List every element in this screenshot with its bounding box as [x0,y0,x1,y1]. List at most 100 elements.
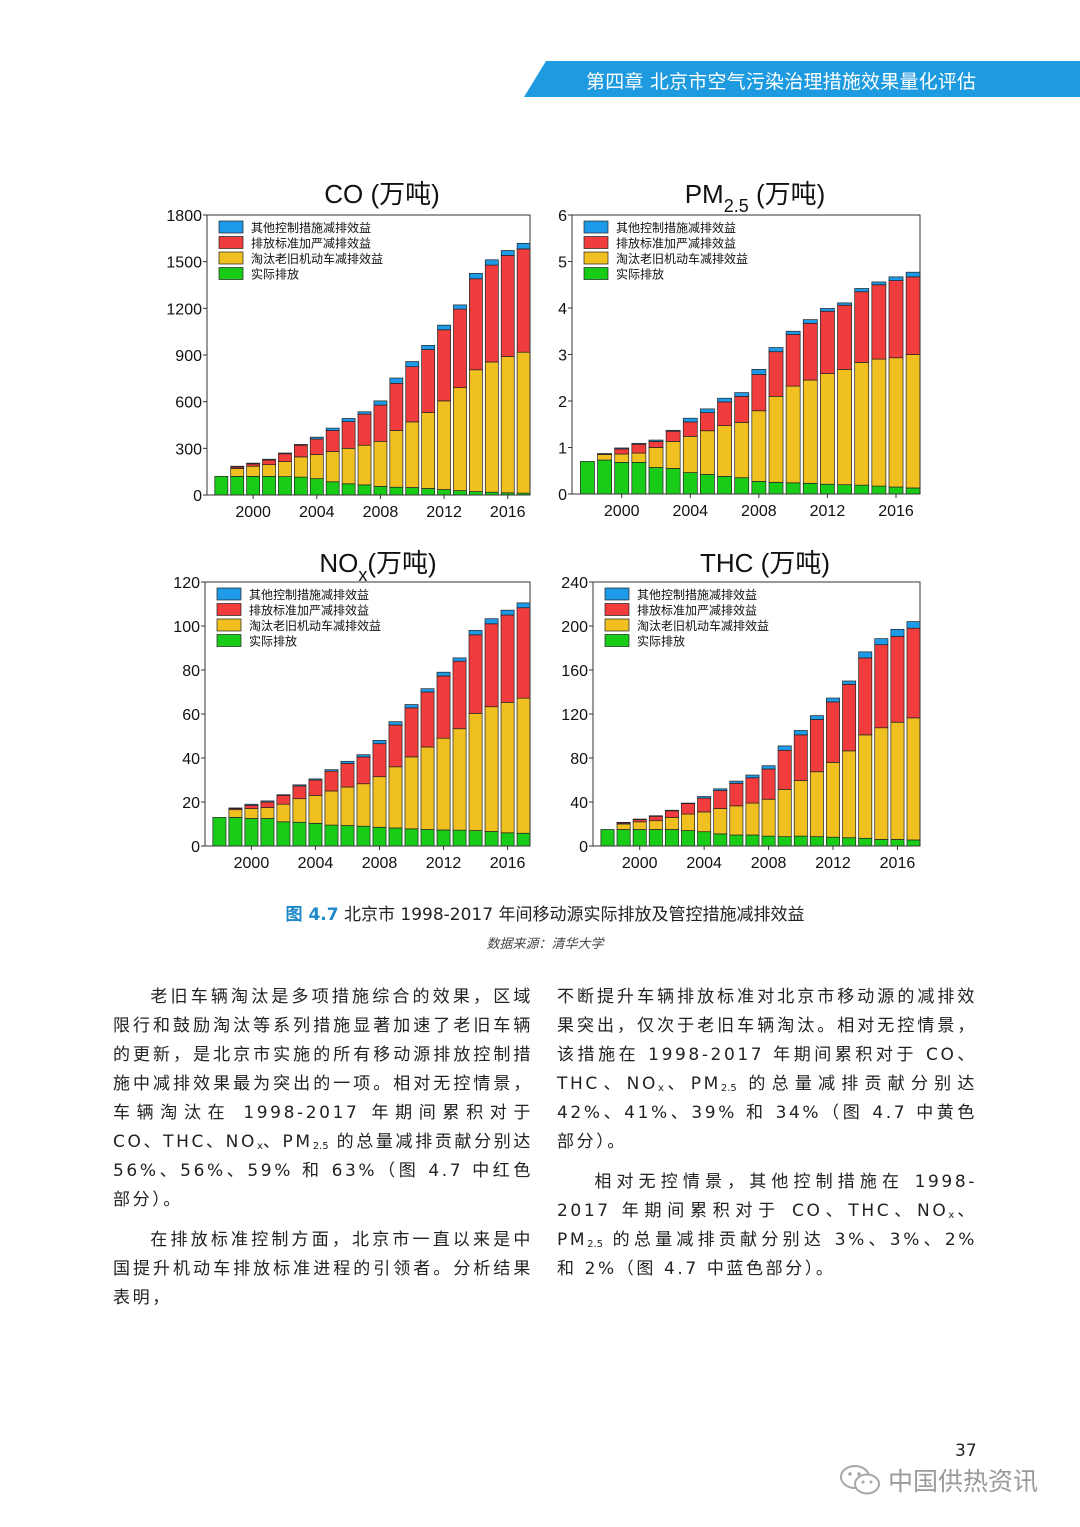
chart-pm: PM2.5 (万吨) 0 1 2 3 4 5 6 2000 2004 2008 2012 2016 其他控… [558,179,921,520]
bar-actual-2003 [294,476,308,496]
bar-other-2015 [871,281,887,286]
bar-standards-2004 [309,438,324,455]
x-tick-label: 2012 [426,855,462,872]
bar-actual-2011 [421,488,436,496]
bar-phaseout-2009 [777,788,792,837]
bar-other-2016 [890,628,905,637]
subscript: x [657,1083,664,1094]
x-tick-label: 2000 [622,855,658,872]
bar-other-2009 [388,721,403,726]
bar-standards-2005 [700,412,715,432]
page-number: 37 [955,1441,977,1461]
bar-phaseout-2003 [294,456,308,478]
chart-no: NOx(万吨) 0 20 40 60 80 100 120 2000 2004 2008 2012 20… [173,548,531,872]
bar-standards-2002 [278,453,292,462]
bar-standards-2004 [697,797,712,813]
bar-other-2008 [761,765,776,770]
bar-standards-2010 [404,707,419,758]
bar-actual-2012 [820,483,835,495]
x-tick-label: 2008 [751,855,787,872]
bar-other-2012 [436,671,451,677]
paragraph-text: 相对无控情景，其他控制措施在 1998-2017 年期间累积对于 CO、THC、… [557,1172,977,1221]
bar-actual-2007 [745,834,760,847]
bar-standards-2011 [420,691,435,748]
bar-phaseout-1999 [230,468,245,477]
bar-standards-2006 [729,782,744,807]
x-tick-label: 2004 [672,503,708,520]
bar-actual-2013 [842,837,857,847]
bar-phaseout-2015 [871,358,887,487]
bar-actual-2002 [648,467,664,495]
bar-actual-2005 [713,833,728,847]
bar-other-2017 [906,621,921,629]
bar-actual-2006 [340,825,355,847]
legend-label: 实际排放 [251,267,299,282]
legend-label: 实际排放 [637,634,685,649]
bar-actual-2008 [373,486,388,496]
bar-phaseout-2014 [858,734,873,839]
chart-title-main: NO [319,548,358,578]
legend-swatch-actual [216,634,242,647]
bar-other-2005 [325,427,340,431]
paragraph-text: 不断提升车辆排放标准对北京市移动源的减排效果突出，仅次于老旧车辆淘汰。相对无控情… [557,987,977,1094]
y-tick-label: 1 [558,441,567,458]
bar-other-2009 [777,745,792,751]
bar-actual-2005 [700,474,715,495]
bar-other-2004 [309,436,324,440]
bar-phaseout-2000 [246,465,261,477]
bar-standards-2009 [777,749,792,790]
bar-actual-2012 [826,836,840,847]
wechat-icon [840,1465,880,1495]
bar-actual-2008 [372,826,387,847]
bar-phaseout-2013 [837,369,852,486]
bar-actual-2002 [664,829,679,847]
legend-label: 淘汰老旧机动车减排效益 [251,251,383,266]
bar-actual-2004 [682,472,698,495]
bar-actual-2009 [777,836,792,847]
bar-actual-1998 [580,461,595,495]
bar-standards-2013 [837,304,852,370]
bar-other-2003 [665,429,681,432]
body-column-right: 不断提升车辆排放标准对北京市移动源的减排效果突出，仅次于老旧车辆淘汰。相对无控情… [557,983,977,1295]
bar-other-2016 [500,250,515,256]
bar-phaseout-2006 [717,425,732,477]
bar-standards-2007 [734,396,750,423]
bar-phaseout-2008 [761,798,776,837]
bar-actual-2006 [729,834,744,847]
bar-standards-2001 [648,815,663,822]
legend-label: 排放标准加严减排效益 [637,603,757,618]
legend-swatch-phaseout [218,251,244,265]
y-tick-label: 1200 [166,301,202,318]
chapter-banner: 第四章 北京市空气污染治理措施效果量化评估 [524,61,1080,97]
bar-other-2007 [745,774,760,779]
bar-other-2012 [437,324,451,331]
bar-standards-2015 [484,264,499,363]
bar-actual-2003 [681,830,695,847]
bar-other-2006 [729,780,744,784]
bar-phaseout-2006 [729,805,744,836]
bar-actual-2013 [837,484,852,495]
bar-phaseout-2001 [262,464,276,477]
bar-phaseout-2013 [842,750,857,839]
bar-phaseout-2012 [436,737,451,831]
bar-actual-2008 [751,481,767,495]
paragraph-text: 的总量减排贡献分别达 42%、41%、39% 和 34%（图 4.7 中黄色部分… [557,1074,977,1152]
bar-standards-2017 [905,276,921,355]
bar-other-2007 [734,392,750,397]
bar-phaseout-2001 [260,807,275,819]
bar-phaseout-2001 [648,820,663,830]
y-tick-label: 5 [558,255,567,272]
bar-phaseout-2015 [484,361,499,493]
bar-actual-2012 [436,829,451,847]
bar-phaseout-2002 [278,461,292,477]
chart-co: CO (万吨) 0 300 600 900 1200 1500 1800 2000 2004 200… [166,179,531,521]
bar-actual-2007 [734,477,750,495]
bar-actual-2016 [890,839,905,847]
chart-title-main: CO [324,179,363,209]
chart-title-main: PM [685,179,724,209]
y-tick-label: 1500 [166,255,202,272]
paragraph-text: 的总量减排贡献分别达 56%、56%、59% 和 63%（图 4.7 中红色部分… [113,1132,533,1210]
bar-phaseout-2012 [826,762,840,838]
x-tick-label: 2016 [490,504,526,521]
bar-standards-2009 [768,351,784,397]
